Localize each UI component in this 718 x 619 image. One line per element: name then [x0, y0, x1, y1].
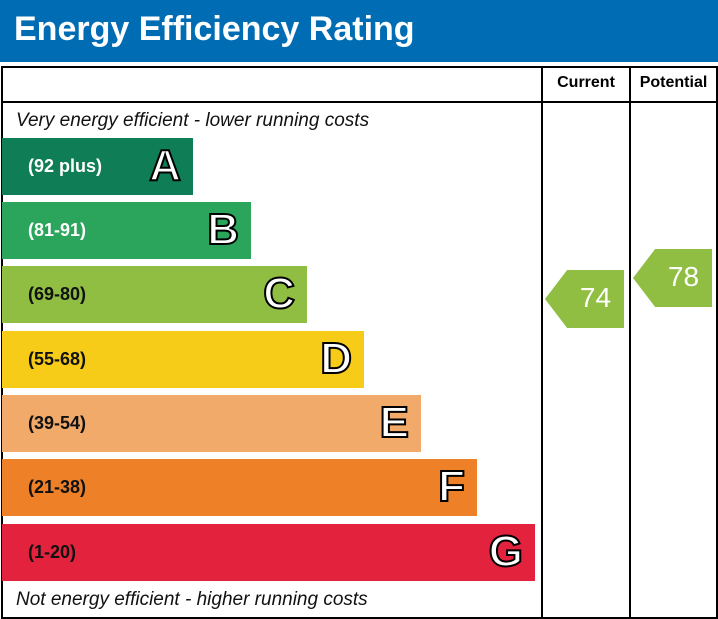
band-range: (55-68)	[28, 349, 87, 369]
band-letter: E	[379, 397, 410, 448]
band-range: (21-38)	[28, 477, 87, 497]
band-e: (39-54) E	[2, 395, 421, 452]
band-range: (39-54)	[28, 413, 87, 433]
potential-header: Potential	[639, 74, 708, 91]
band-range: (1-20)	[28, 542, 77, 562]
band-letter: A	[148, 140, 182, 191]
divider	[541, 66, 543, 617]
divider	[1, 101, 716, 103]
band-c: (69-80) C	[2, 266, 307, 323]
band-letter: G	[488, 526, 524, 577]
bottom-note: Not energy efficient - higher running co…	[16, 589, 368, 610]
band-g: (1-20) G	[2, 524, 535, 581]
top-note: Very energy efficient - lower running co…	[16, 110, 370, 131]
potential-rating-arrow: 78	[633, 249, 712, 307]
band-letter: D	[319, 333, 353, 384]
current-header: Current	[557, 74, 615, 91]
band-b: (81-91) B	[2, 202, 251, 259]
chart-title: Energy Efficiency Rating	[14, 10, 415, 48]
band-range: (92 plus)	[28, 156, 103, 176]
band-a: (92 plus) A	[2, 138, 193, 195]
band-range: (81-91)	[28, 220, 87, 240]
band-f: (21-38) F	[2, 459, 477, 516]
band-d: (55-68) D	[2, 331, 364, 388]
current-rating-value: 74	[579, 282, 612, 313]
header-bar: Energy Efficiency Rating	[0, 0, 718, 62]
band-letter: B	[206, 204, 240, 255]
band-letter: C	[262, 268, 296, 319]
divider	[629, 66, 631, 617]
potential-rating-value: 78	[667, 261, 700, 292]
band-letter: F	[437, 461, 466, 512]
band-range: (69-80)	[28, 284, 87, 304]
